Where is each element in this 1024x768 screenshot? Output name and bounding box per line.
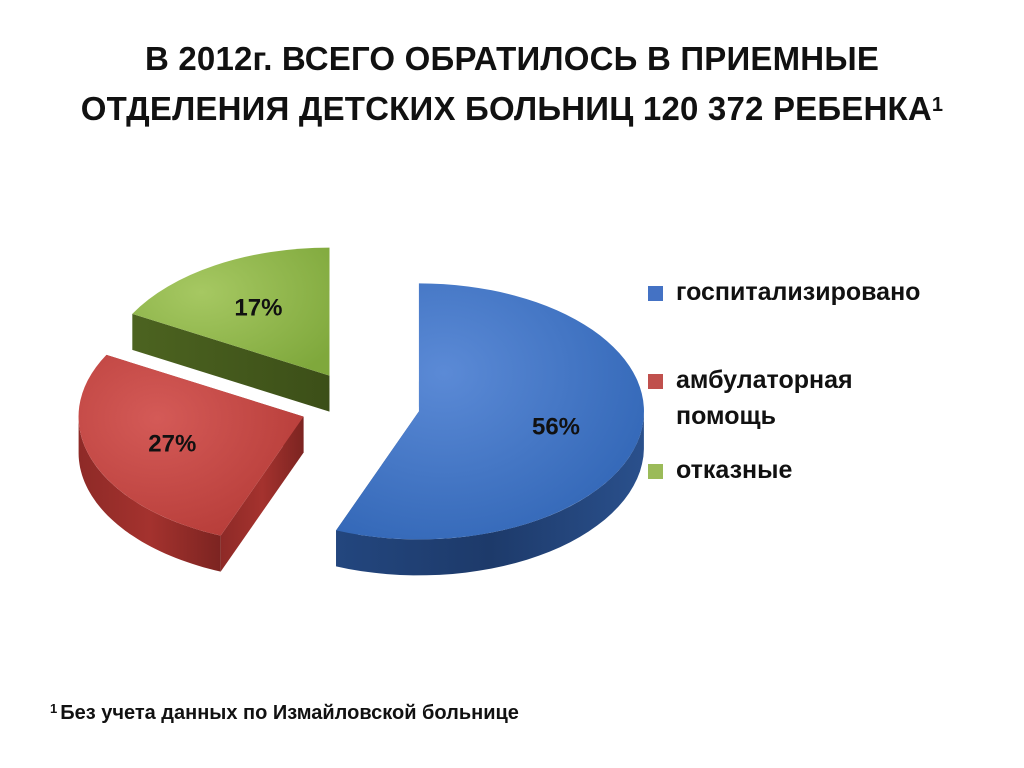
- slide-title: В 2012г. ВСЕГО ОБРАТИЛОСЬ В ПРИЕМНЫЕ ОТД…: [40, 34, 984, 134]
- legend-label: помощь: [676, 402, 776, 430]
- title-footnote-marker: 1: [931, 94, 944, 116]
- legend-swatch: [648, 464, 663, 479]
- legend-label: отказные: [676, 456, 792, 484]
- slice-face-амбулаторная-помощь-0: [220, 416, 304, 572]
- slice-side-амбулаторная-помощь: [78, 417, 221, 572]
- title-line-2-text: ОТДЕЛЕНИЯ ДЕТСКИХ БОЛЬНИЦ 120 372 РЕБЕНК…: [80, 90, 932, 127]
- data-label-отказные: 17%: [234, 294, 282, 321]
- legend-item-госпитализировано: госпитализировано: [648, 278, 920, 306]
- legend-label: госпитализировано: [676, 278, 920, 306]
- legend-item-амбулаторная-помощь: амбулаторная помощь: [648, 366, 853, 430]
- slice-top-отказные: [132, 247, 330, 376]
- data-label-госпитализировано: 56%: [532, 413, 580, 440]
- legend-swatch: [648, 286, 663, 301]
- chart-legend: госпитализировано амбулаторная помощь отказ…: [648, 278, 920, 484]
- footnote: 1 Без учета данных по Измайловской больни…: [50, 701, 519, 725]
- legend-item-отказные: отказные: [648, 456, 792, 484]
- slice-top-амбулаторная-помощь: [78, 354, 304, 536]
- pie-data-labels: 56% 27% 17%: [148, 294, 580, 457]
- title-line-1: В 2012г. ВСЕГО ОБРАТИЛОСЬ В ПРИЕМНЫЕ: [144, 40, 880, 77]
- legend-label: амбулаторная: [676, 366, 853, 394]
- title-line-2: ОТДЕЛЕНИЯ ДЕТСКИХ БОЛЬНИЦ 120 372 РЕБЕНК…: [40, 84, 984, 134]
- footnote-text: Без учета данных по Измайловской больниц…: [60, 702, 519, 724]
- data-label-амбулаторная-помощь: 27%: [148, 431, 196, 458]
- slice-side-госпитализировано: [336, 413, 644, 576]
- slice-face-отказные-0: [132, 313, 330, 412]
- footnote-marker: 1: [50, 701, 58, 716]
- slice-top-госпитализировано: [336, 283, 644, 540]
- pie-tops: [78, 247, 644, 540]
- legend-swatch: [648, 374, 663, 389]
